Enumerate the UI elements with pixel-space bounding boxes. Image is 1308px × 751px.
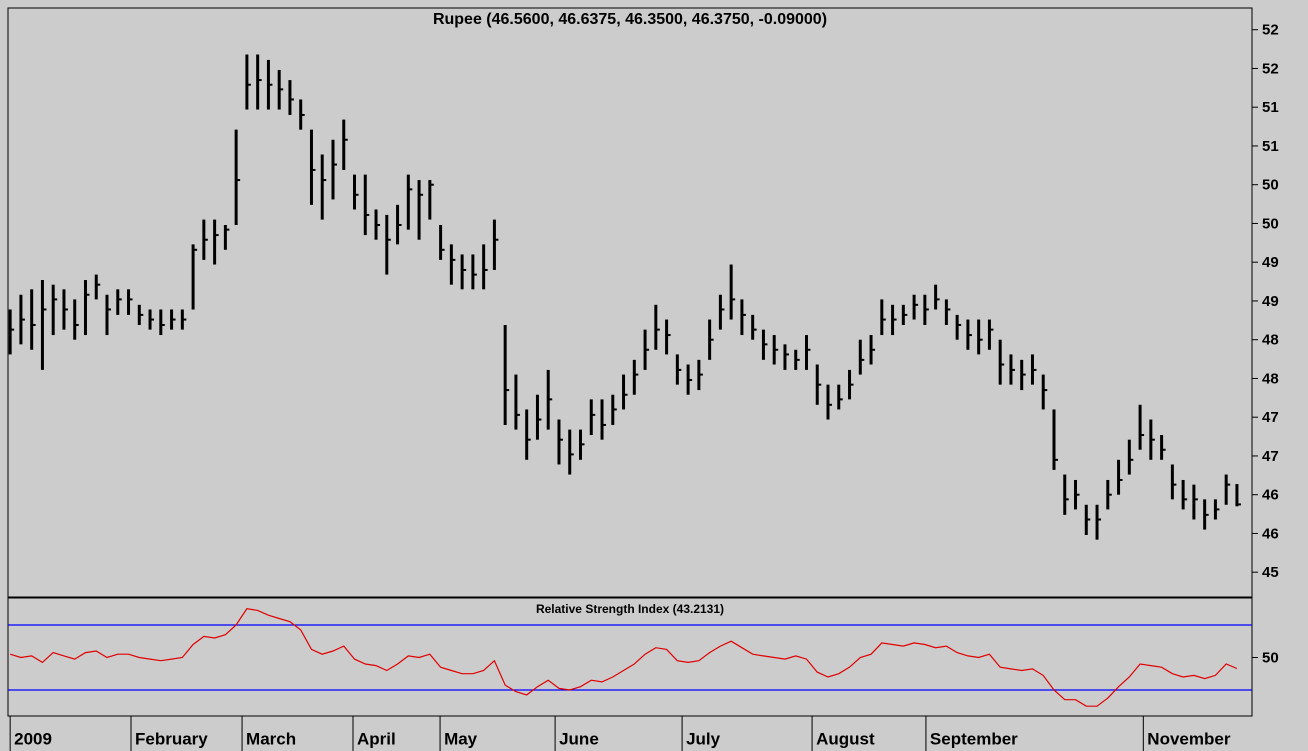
y-tick-label: 49 xyxy=(1262,293,1279,310)
rsi-title: Relative Strength Index (43.2131) xyxy=(536,602,724,616)
y-tick-label: 52 xyxy=(1262,60,1279,77)
y-tick-label: 48 xyxy=(1262,332,1279,349)
y-tick-label: 46 xyxy=(1262,487,1279,504)
rsi-panel xyxy=(7,597,1253,717)
x-tick-label: November xyxy=(1147,729,1231,748)
x-tick-label: April xyxy=(357,729,396,748)
y-tick-label: 48 xyxy=(1262,370,1279,387)
x-tick-label: May xyxy=(444,729,478,748)
y-tick-label: 49 xyxy=(1262,254,1279,271)
x-tick-label: September xyxy=(930,729,1018,748)
y-tick-label: 46 xyxy=(1262,525,1279,542)
x-tick-label: March xyxy=(246,729,296,748)
y-tick-label: 47 xyxy=(1262,448,1279,465)
y-tick-label: 50 xyxy=(1262,215,1279,232)
price-panel xyxy=(7,7,1253,598)
x-tick-label: 2009 xyxy=(14,729,52,748)
y-tick-label: 50 xyxy=(1262,649,1279,666)
y-tick-label: 45 xyxy=(1262,564,1279,581)
x-tick-label: August xyxy=(816,729,875,748)
x-tick-label: July xyxy=(686,729,721,748)
y-tick-label: 51 xyxy=(1262,138,1279,155)
x-tick-label: February xyxy=(135,729,208,748)
y-tick-label: 52 xyxy=(1262,22,1279,39)
y-tick-label: 47 xyxy=(1262,409,1279,426)
y-tick-label: 51 xyxy=(1262,99,1279,116)
rsi-line xyxy=(10,608,1238,707)
x-tick-label: June xyxy=(559,729,599,748)
y-tick-label: 50 xyxy=(1262,177,1279,194)
price-title: Rupee (46.5600, 46.6375, 46.3500, 46.375… xyxy=(433,11,827,28)
